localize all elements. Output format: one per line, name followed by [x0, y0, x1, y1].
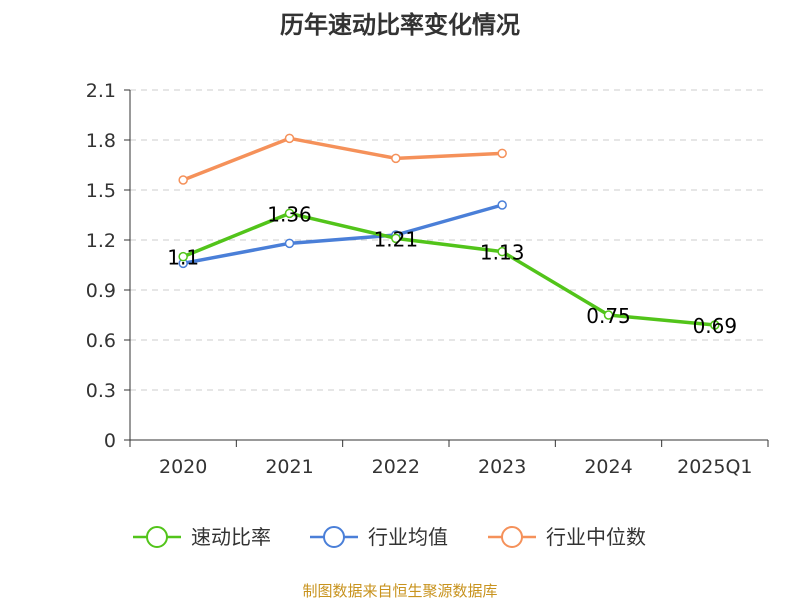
data-point	[497, 246, 507, 257]
legend-marker	[323, 526, 345, 548]
data-point	[178, 251, 188, 262]
series-line-2	[181, 136, 504, 182]
legend-marker	[501, 526, 523, 548]
legend-label: 速动比率	[191, 525, 271, 549]
legend-label: 行业均值	[368, 525, 448, 549]
data-point	[284, 133, 295, 144]
data-label: 1.1	[167, 246, 199, 270]
legend-item: 行业中位数	[488, 525, 646, 549]
data-point	[391, 233, 401, 244]
data-labels: 1.1 1.36 1.21 1.13 0.75 0.69	[167, 202, 737, 338]
y-tick-label: 0.6	[86, 330, 116, 352]
data-point	[284, 208, 295, 219]
legend: 速动比率 行业均值 行业中位数	[133, 525, 646, 549]
data-point	[710, 320, 720, 330]
source-note: 制图数据来自恒生聚源数据库	[302, 582, 497, 600]
data-label: 0.69	[693, 314, 738, 338]
data-label: 0.75	[586, 304, 631, 328]
series-line-1	[181, 203, 504, 266]
x-tick-label: 2025Q1	[677, 456, 752, 478]
data-point	[497, 148, 507, 159]
x-tick-label: 2022	[372, 456, 420, 478]
x-tick-label: 2024	[584, 456, 632, 478]
legend-marker	[146, 526, 168, 548]
x-tick-label: 2020	[159, 456, 207, 478]
y-tick-label: 1.5	[86, 180, 116, 202]
axes: 0 0.3 0.6 0.9 1.2 1.5 1.8 2.1 2020 2021 2022 2023 20…	[86, 80, 769, 478]
legend-item: 速动比率	[133, 525, 271, 549]
legend-label: 行业中位数	[546, 525, 646, 549]
data-label: 1.13	[480, 241, 525, 265]
grid-lines	[130, 89, 768, 391]
y-tick-label: 0.9	[86, 280, 116, 302]
data-point	[603, 310, 614, 320]
x-tick-label: 2023	[478, 456, 526, 478]
chart-title: 历年速动比率变化情况	[280, 11, 520, 39]
series-layer	[178, 133, 720, 330]
data-label: 1.21	[374, 227, 419, 251]
y-tick-label: 0	[104, 430, 116, 452]
y-tick-label: 1.2	[86, 230, 116, 252]
data-point	[178, 175, 188, 185]
data-point	[391, 153, 401, 164]
y-tick-label: 0.3	[86, 380, 116, 402]
data-point	[284, 238, 295, 249]
legend-item: 行业均值	[310, 525, 448, 549]
y-tick-label: 2.1	[86, 80, 116, 102]
data-point	[497, 200, 507, 210]
y-tick-label: 1.8	[86, 130, 116, 152]
data-label: 1.36	[267, 202, 312, 226]
x-tick-label: 2021	[265, 456, 313, 478]
series-line-0	[181, 211, 717, 327]
